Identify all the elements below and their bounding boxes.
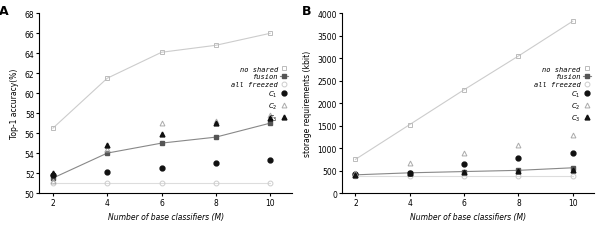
- Text: B: B: [302, 5, 311, 18]
- Y-axis label: storage requirements (kbit): storage requirements (kbit): [303, 51, 312, 157]
- Y-axis label: Top-1 accuracy(%): Top-1 accuracy(%): [10, 69, 19, 139]
- Legend: no shared, fusion, all freezed, $C_1$, $C_2$, $C_3$: no shared, fusion, all freezed, $C_1$, $…: [534, 66, 591, 123]
- X-axis label: Number of base classifiers (M): Number of base classifiers (M): [410, 212, 526, 222]
- X-axis label: Number of base classifiers (M): Number of base classifiers (M): [107, 212, 224, 222]
- Text: A: A: [0, 5, 8, 18]
- Legend: no shared, fusion, all freezed, $C_1$, $C_2$, $C_3$: no shared, fusion, all freezed, $C_1$, $…: [231, 66, 289, 123]
